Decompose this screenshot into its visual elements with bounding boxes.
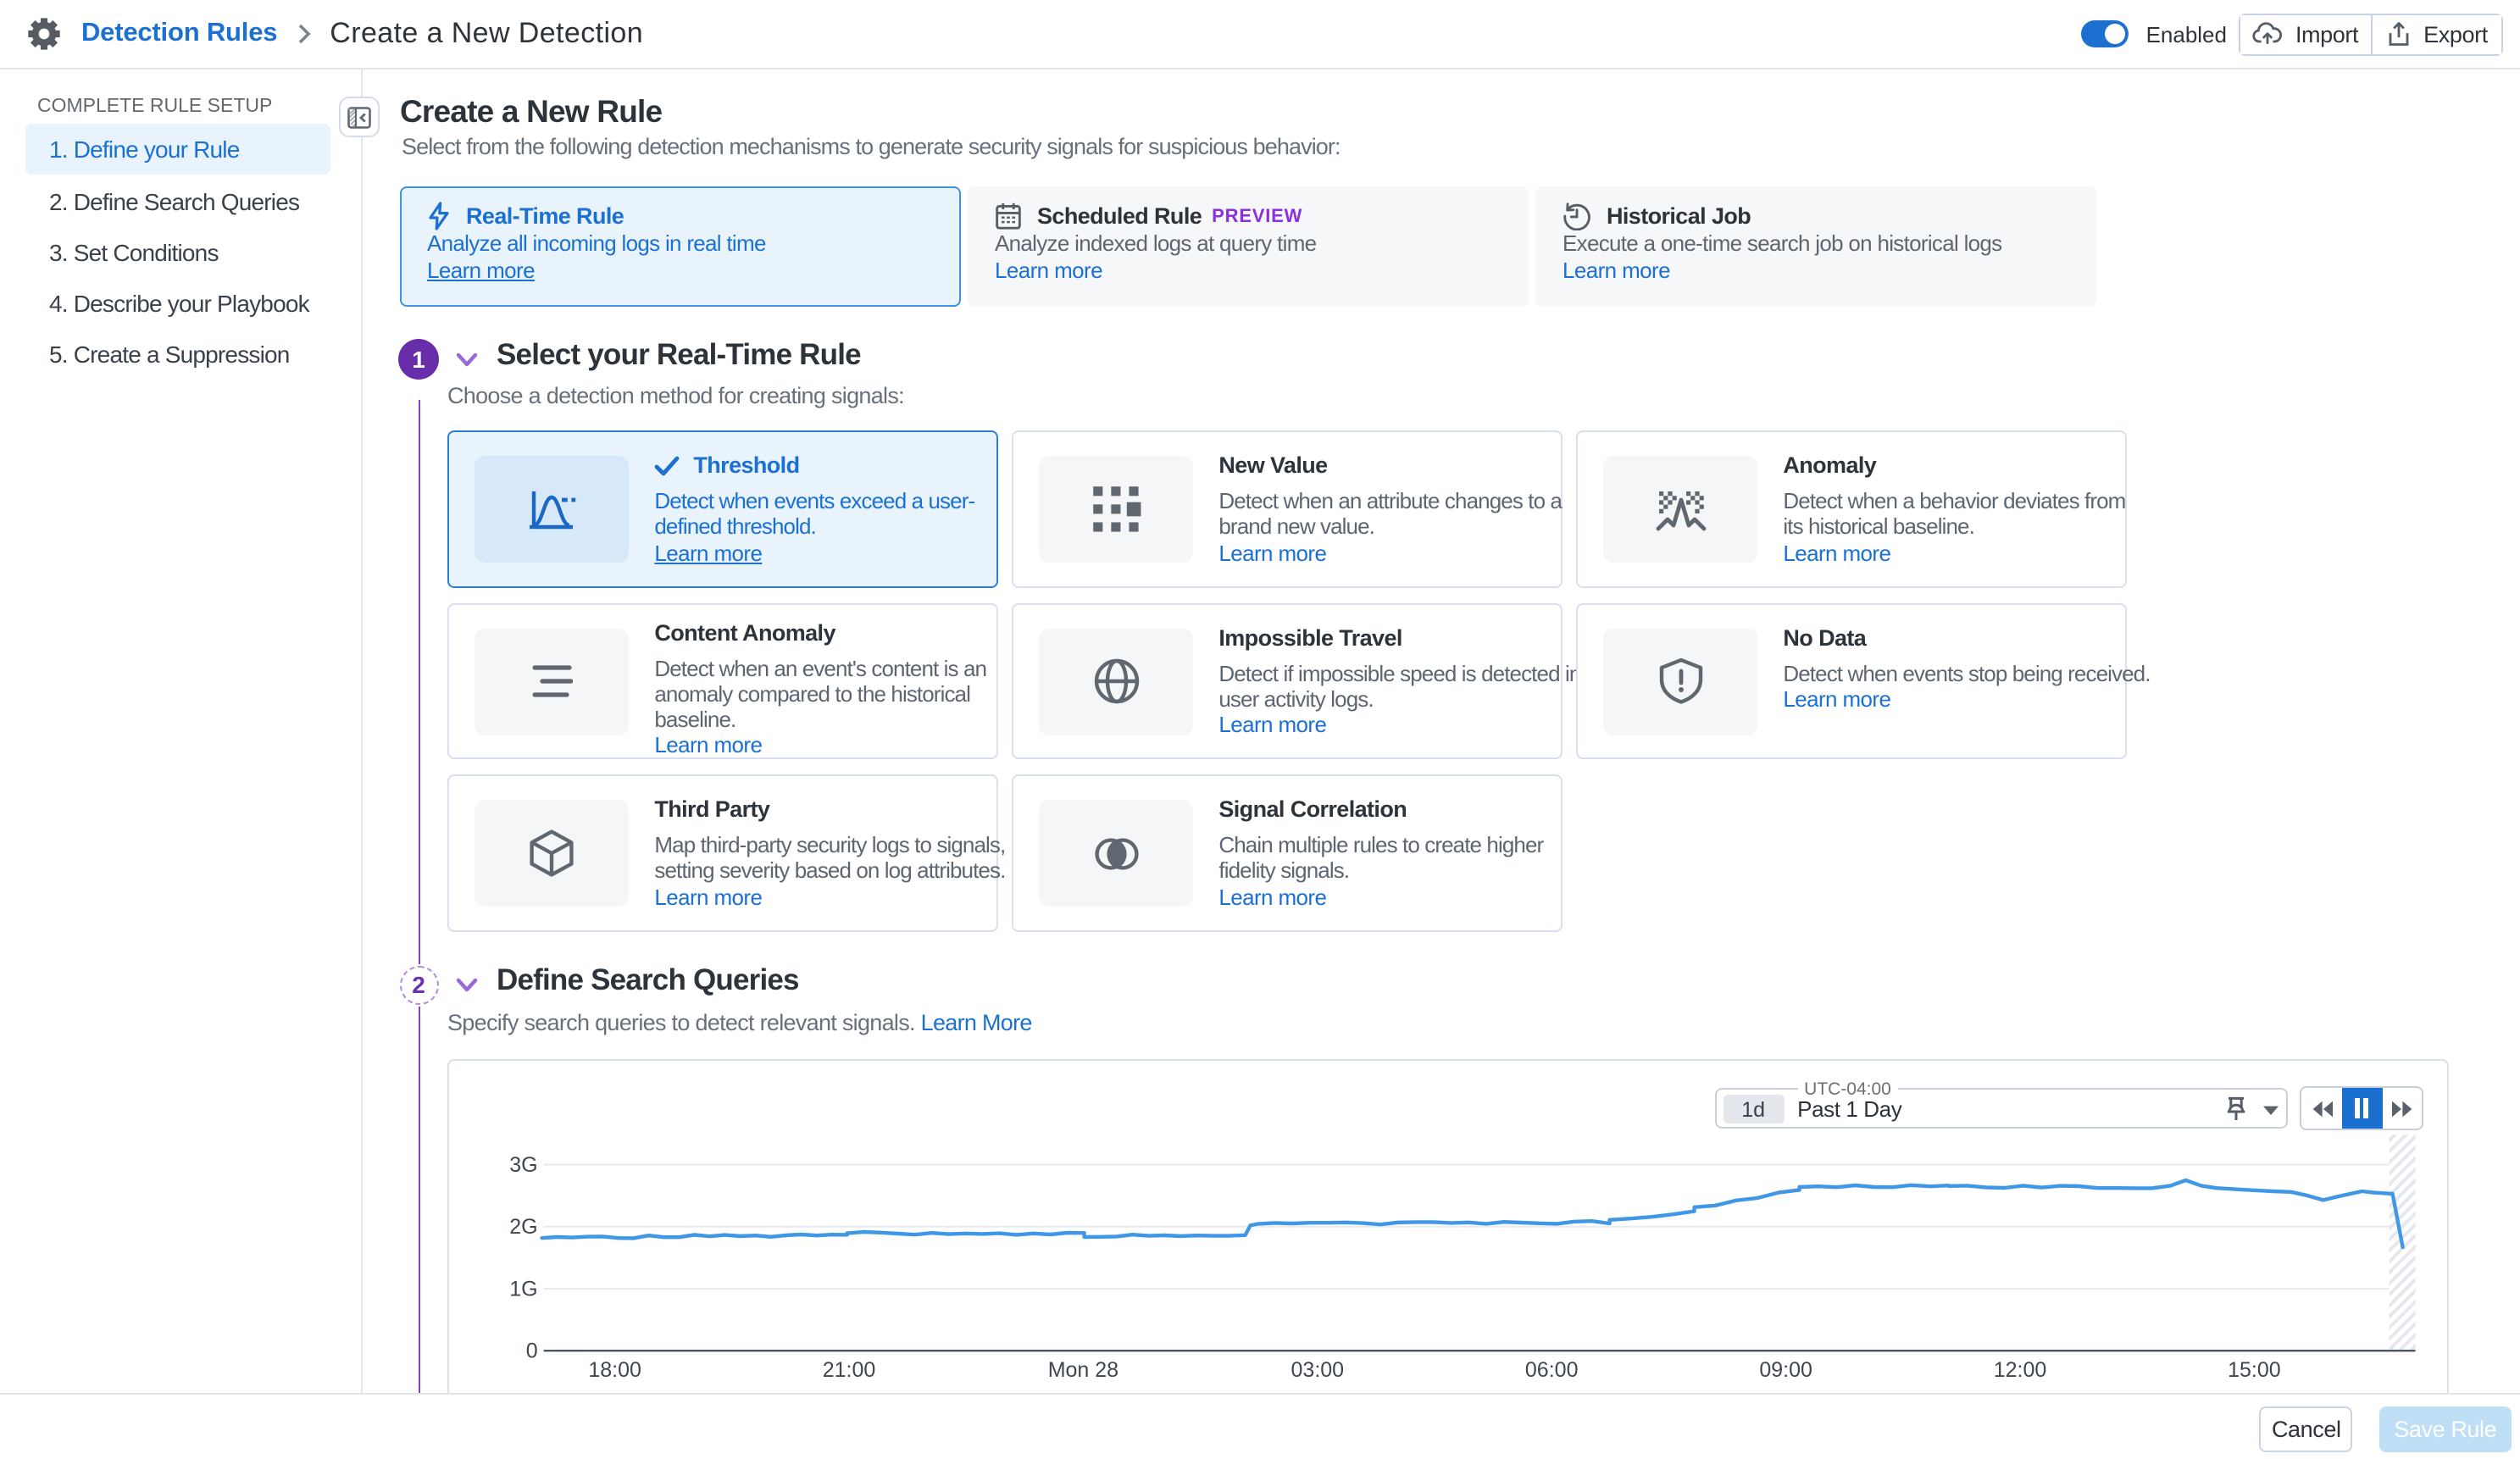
svg-text:12:00: 12:00 xyxy=(1994,1359,2047,1383)
svg-text:09:00: 09:00 xyxy=(1760,1359,1813,1383)
svg-text:Mon 28: Mon 28 xyxy=(1048,1359,1118,1383)
svg-text:15:00: 15:00 xyxy=(2228,1359,2281,1383)
svg-text:2G: 2G xyxy=(510,1216,538,1240)
svg-text:18:00: 18:00 xyxy=(589,1359,642,1383)
svg-text:3G: 3G xyxy=(510,1154,538,1178)
svg-text:21:00: 21:00 xyxy=(823,1359,876,1383)
svg-text:03:00: 03:00 xyxy=(1291,1359,1345,1383)
svg-text:1G: 1G xyxy=(510,1278,538,1301)
svg-text:0: 0 xyxy=(526,1340,538,1363)
svg-text:06:00: 06:00 xyxy=(1525,1359,1579,1383)
